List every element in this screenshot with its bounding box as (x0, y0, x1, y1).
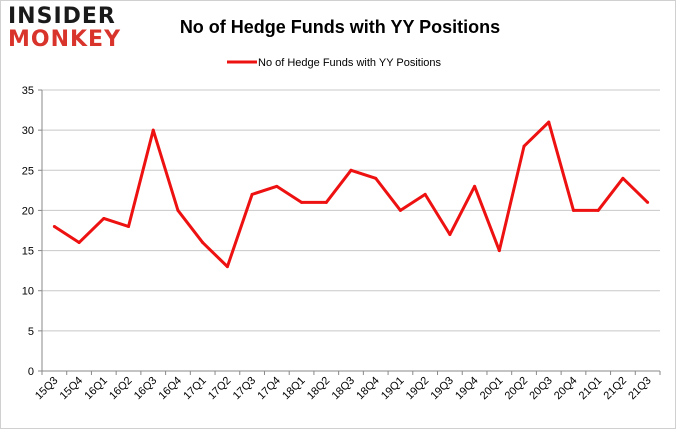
data-point (374, 176, 378, 180)
insider-monkey-logo: INSIDER MONKEY (8, 6, 128, 51)
y-tick-label: 35 (22, 85, 34, 97)
x-tick-label: 18Q3 (330, 375, 358, 403)
y-tick-label: 10 (22, 286, 34, 298)
legend: No of Hedge Funds with YY Positions (227, 57, 442, 69)
x-tick-label: 19Q3 (428, 375, 456, 403)
x-tick-label: 17Q1 (181, 375, 209, 403)
y-tick-label: 30 (22, 125, 34, 137)
y-tick-label: 0 (28, 366, 34, 378)
data-point (127, 224, 131, 228)
data-point (52, 224, 56, 228)
x-tick-label: 15Q3 (33, 375, 61, 403)
x-tick-label: 16Q3 (132, 375, 160, 403)
legend-label: No of Hedge Funds with YY Positions (258, 57, 442, 69)
x-tick-label: 16Q4 (157, 375, 185, 403)
x-tick-label: 19Q2 (404, 375, 432, 403)
x-tick-label: 16Q1 (82, 375, 110, 403)
data-point (571, 208, 575, 212)
x-tick-label: 19Q4 (453, 375, 481, 403)
data-point (349, 168, 353, 172)
x-tick-label: 21Q3 (626, 375, 654, 403)
data-point (522, 144, 526, 148)
x-tick-label: 20Q1 (478, 375, 506, 403)
x-tick-label: 20Q4 (552, 375, 580, 403)
x-tick-label: 18Q4 (354, 375, 382, 403)
logo-line-1: INSIDER (8, 4, 116, 29)
data-point (596, 208, 600, 212)
data-point (250, 192, 254, 196)
data-point (201, 241, 205, 245)
logo-line-2: MONKEY (8, 27, 122, 52)
x-tick-label: 17Q4 (255, 375, 283, 403)
data-point (621, 176, 625, 180)
x-tick-label: 16Q2 (107, 375, 135, 403)
data-point (646, 200, 650, 204)
data-point (176, 208, 180, 212)
data-point (473, 184, 477, 188)
data-point (448, 233, 452, 237)
x-tick-label: 18Q2 (305, 375, 333, 403)
x-tick-label: 18Q1 (280, 375, 308, 403)
x-tick-label: 15Q4 (58, 375, 86, 403)
x-tick-label: 20Q3 (527, 375, 555, 403)
data-point (275, 184, 279, 188)
x-tick-label: 21Q2 (602, 375, 630, 403)
data-point (398, 208, 402, 212)
x-tick-label: 21Q1 (577, 375, 605, 403)
data-point (225, 265, 229, 269)
y-tick-label: 5 (28, 326, 34, 338)
y-tick-label: 25 (22, 165, 34, 177)
data-point (423, 192, 427, 196)
x-tick-label: 20Q2 (503, 375, 531, 403)
data-point (77, 241, 81, 245)
x-tick-label: 17Q3 (231, 375, 259, 403)
data-point (497, 249, 501, 253)
data-point (151, 128, 155, 132)
chart-title: No of Hedge Funds with YY Positions (180, 17, 500, 37)
data-point (102, 216, 106, 220)
x-tick-label: 19Q1 (379, 375, 407, 403)
data-point (324, 200, 328, 204)
data-point (547, 120, 551, 124)
y-tick-label: 20 (22, 205, 34, 217)
y-tick-label: 15 (22, 246, 34, 258)
x-tick-label: 17Q2 (206, 375, 234, 403)
data-point (300, 200, 304, 204)
series-line (53, 120, 649, 269)
